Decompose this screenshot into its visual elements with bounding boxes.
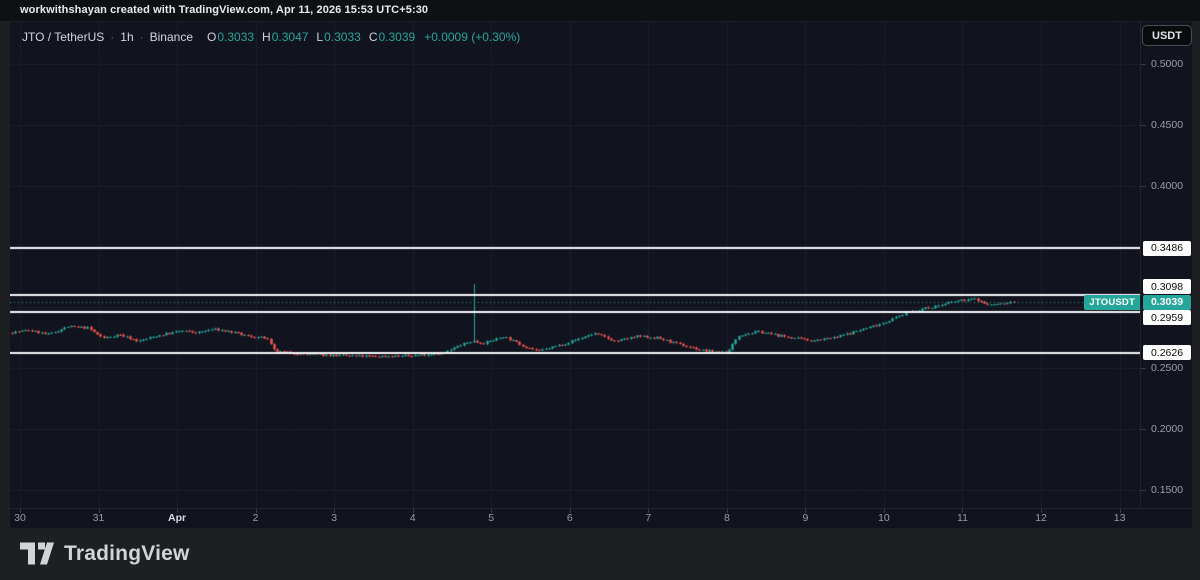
candlestick-plot[interactable]: JTOUSDT <box>10 22 1140 508</box>
x-tick-label: 30 <box>14 512 26 524</box>
y-tick-label: 0.4500 <box>1150 118 1184 131</box>
y-tick-label: 0.1500 <box>1150 483 1184 496</box>
x-tick-label: 10 <box>878 512 890 524</box>
x-tick-mark <box>570 509 571 513</box>
watermark-bar: workwithshayan created with TradingView.… <box>0 0 1200 21</box>
y-tick-mark <box>1141 368 1146 369</box>
tradingview-logo-icon <box>20 542 54 565</box>
x-tick-mark <box>20 509 21 513</box>
close-label: C <box>368 30 378 44</box>
high-label: H <box>262 30 271 44</box>
x-tick-mark <box>177 509 178 513</box>
low-label: L <box>316 30 324 44</box>
price-line-label: 0.2959 <box>1143 310 1191 326</box>
last-price-label: 0.3039 <box>1143 294 1191 310</box>
open-value: 0.3033 <box>217 30 255 44</box>
y-tick-mark <box>1141 64 1146 65</box>
x-tick-mark <box>727 509 728 513</box>
y-tick-label: 0.2000 <box>1150 422 1184 435</box>
currency-toggle-button[interactable]: USDT <box>1142 25 1192 46</box>
open-label: O <box>207 30 217 44</box>
x-tick-label: 3 <box>331 512 338 524</box>
x-tick-mark <box>805 509 806 513</box>
x-tick-label: 13 <box>1113 512 1126 524</box>
x-tick-mark <box>334 509 335 513</box>
change-value: +0.0009 (+0.30%) <box>424 30 521 44</box>
symbol-legend: JTO / TetherUS · 1h · Binance O0.3033 H0.… <box>22 28 520 46</box>
x-tick-label: 2 <box>252 512 259 524</box>
symbol-title[interactable]: JTO / TetherUS <box>22 30 105 44</box>
x-tick-mark <box>962 509 963 513</box>
legend-separator: · <box>139 30 144 44</box>
x-tick-mark <box>256 509 257 513</box>
x-tick-label: 12 <box>1035 512 1047 524</box>
footer-bar: TradingView <box>0 530 1200 580</box>
y-tick-label: 0.4000 <box>1150 179 1184 192</box>
x-tick-label: 31 <box>92 512 105 524</box>
y-tick-mark <box>1141 490 1146 491</box>
chart-panel: JTO / TetherUS · 1h · Binance O0.3033 H0.… <box>10 22 1192 528</box>
price-line-label: 0.3486 <box>1143 240 1191 256</box>
x-tick-mark <box>884 509 885 513</box>
x-tick-label: Apr <box>168 512 187 524</box>
x-tick-label: 11 <box>957 512 968 524</box>
watermark-text: workwithshayan created with TradingView.… <box>20 4 429 16</box>
exchange-label[interactable]: Binance <box>149 30 193 44</box>
y-tick-mark <box>1141 125 1146 126</box>
price-line-label: 0.2626 <box>1143 345 1191 361</box>
x-tick-mark <box>1041 509 1042 513</box>
time-axis[interactable]: 30 31 Apr 2 3 4 5 6 7 8 9 10 11 12 13 <box>10 508 1192 528</box>
y-tick-mark <box>1141 186 1146 187</box>
x-tick-label: 4 <box>409 512 416 524</box>
y-tick-mark <box>1141 429 1146 430</box>
y-tick-label: 0.5000 <box>1150 57 1184 70</box>
close-value: 0.3039 <box>378 30 416 44</box>
price-axis[interactable]: 0.5000 0.4500 0.4000 0.2500 0.2000 0.1500 0.34… <box>1140 22 1192 508</box>
low-value: 0.3033 <box>324 30 361 44</box>
symbol-price-badge: JTOUSDT <box>1084 294 1140 310</box>
tradingview-wordmark: TradingView <box>64 542 190 565</box>
x-tick-mark <box>99 509 100 513</box>
ohlc-readout: O0.3033 H0.3047 L0.3033 C0.3039 +0.0009 (+0.… <box>207 30 520 44</box>
x-tick-label: 7 <box>645 512 652 524</box>
high-value: 0.3047 <box>271 30 309 44</box>
x-tick-label: 9 <box>802 512 809 524</box>
x-tick-mark <box>1120 509 1121 513</box>
x-tick-mark <box>491 509 492 513</box>
price-line-label: 0.3098 <box>1143 279 1191 295</box>
x-tick-mark <box>413 509 414 513</box>
y-tick-label: 0.2500 <box>1150 361 1184 374</box>
legend-separator: · <box>110 30 115 44</box>
x-tick-label: 5 <box>488 512 495 524</box>
tradingview-brand-link[interactable]: TradingView <box>20 542 190 566</box>
x-tick-label: 6 <box>566 512 573 524</box>
candlestick-canvas[interactable] <box>10 22 1140 508</box>
x-tick-label: 8 <box>723 512 730 524</box>
interval-label[interactable]: 1h <box>120 30 134 44</box>
x-tick-mark <box>648 509 649 513</box>
